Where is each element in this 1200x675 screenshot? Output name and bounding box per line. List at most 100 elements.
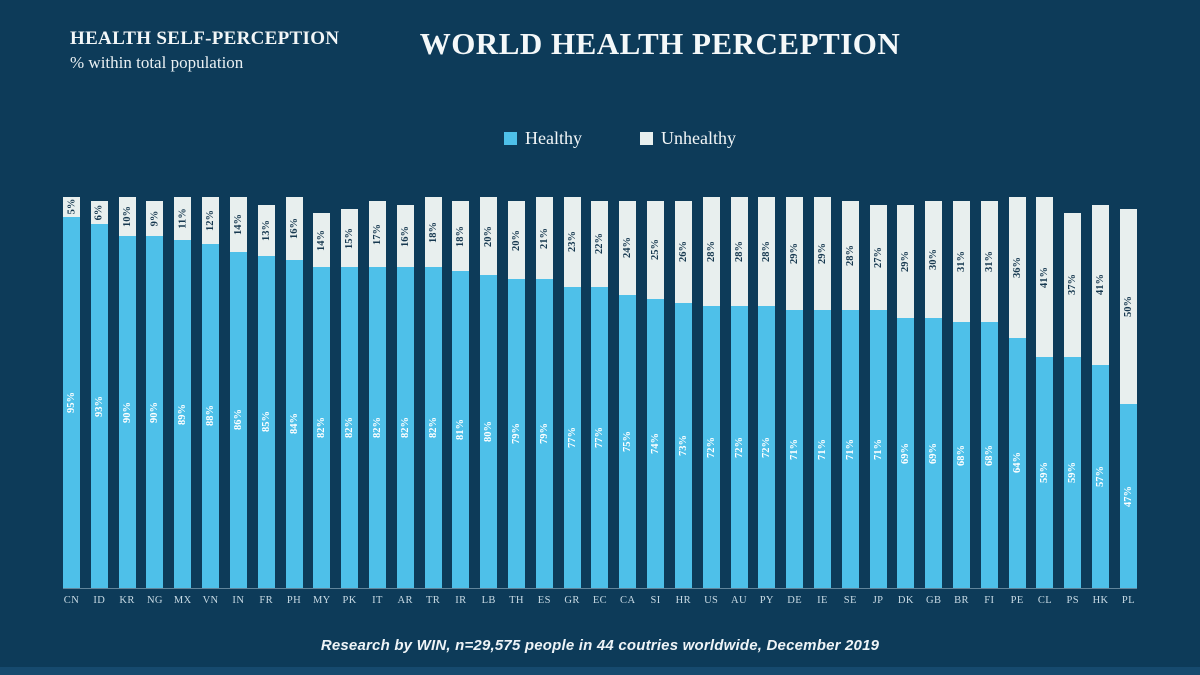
healthy-value-label: 79% (538, 423, 550, 445)
healthy-segment: 47% (1119, 404, 1137, 588)
kicker-title: HEALTH SELF-PERCEPTION (70, 28, 340, 49)
country-label: SI (650, 595, 661, 606)
bar-group-py: 28% 72% PY (758, 197, 776, 606)
unhealthy-value-label: 28% (705, 241, 717, 263)
unhealthy-swatch-icon (640, 132, 653, 145)
bar-group-fr: 13% 85% FR (257, 204, 275, 606)
country-label: HK (1092, 595, 1109, 606)
healthy-segment: 77% (591, 286, 609, 588)
bar-group-ie: 29% 71% IE (813, 197, 831, 606)
country-label: MY (312, 595, 331, 606)
healthy-value-label: 95% (66, 391, 77, 413)
bar-group-gr: 23% 77% GR (563, 197, 581, 606)
unhealthy-segment: 11% (174, 197, 192, 241)
healthy-segment: 85% (257, 255, 275, 588)
country-label: GR (564, 595, 580, 606)
unhealthy-value-label: 26% (677, 241, 689, 263)
country-label: FR (259, 595, 274, 606)
unhealthy-value-label: 27% (872, 247, 884, 269)
unhealthy-value-label: 31% (956, 251, 967, 273)
healthy-value-label: 72% (761, 436, 773, 458)
healthy-segment: 81% (452, 271, 470, 588)
healthy-value-label: 90% (121, 401, 133, 423)
unhealthy-value-label: 28% (733, 241, 745, 263)
unhealthy-value-label: 41% (1039, 266, 1051, 288)
healthy-value-label: 74% (650, 432, 662, 454)
healthy-segment: 69% (897, 318, 915, 588)
unhealthy-segment: 27% (869, 204, 887, 311)
unhealthy-value-label: 18% (455, 225, 467, 247)
unhealthy-segment: 28% (702, 197, 720, 307)
healthy-value-label: 85% (260, 411, 272, 433)
bar-group-tr: 18% 82% TR (424, 197, 442, 606)
unhealthy-segment: 9% (146, 200, 164, 237)
healthy-value-label: 69% (900, 442, 912, 464)
healthy-segment: 59% (1036, 357, 1054, 588)
unhealthy-segment: 16% (285, 197, 303, 260)
unhealthy-segment: 17% (368, 200, 386, 268)
healthy-value-label: 68% (983, 444, 995, 466)
bar-group-pl: 50% 47% PL (1119, 208, 1137, 606)
unhealthy-value-label: 13% (260, 219, 272, 241)
healthy-value-label: 71% (789, 438, 801, 460)
unhealthy-segment: 18% (424, 197, 442, 268)
bar-group-vn: 12% 88% VN (202, 197, 220, 606)
bar-group-kr: 10% 90% KR (118, 197, 136, 606)
bar-group-it: 17% 82% IT (368, 200, 386, 606)
bar-group-ir: 18% 81% IR (452, 200, 470, 606)
healthy-value-label: 72% (705, 436, 717, 458)
bar-group-in: 14% 86% IN (229, 197, 247, 606)
country-label: SE (843, 595, 857, 606)
healthy-segment: 88% (202, 243, 220, 588)
unhealthy-segment: 31% (953, 200, 970, 323)
country-label: FI (984, 595, 995, 606)
bar-group-ec: 22% 77% EC (591, 200, 609, 606)
unhealthy-value-label: 21% (538, 227, 550, 249)
bar-group-cn: 5% 95% CN (63, 197, 80, 606)
country-label: DE (787, 595, 803, 606)
unhealthy-value-label: 6% (93, 204, 105, 221)
unhealthy-value-label: 37% (1067, 274, 1079, 296)
healthy-value-label: 73% (677, 434, 689, 456)
healthy-value-label: 71% (816, 438, 828, 460)
healthy-value-label: 72% (733, 436, 745, 458)
healthy-value-label: 88% (205, 405, 217, 427)
unhealthy-value-label: 22% (594, 233, 606, 255)
unhealthy-value-label: 16% (288, 217, 300, 239)
unhealthy-segment: 28% (758, 197, 776, 307)
legend-item-healthy: Healthy (504, 128, 582, 149)
unhealthy-segment: 10% (118, 197, 136, 237)
country-label: TR (425, 595, 441, 606)
source-note: Research by WIN, n=29,575 people in 44 c… (320, 637, 880, 654)
bar-group-es: 21% 79% ES (535, 197, 553, 606)
country-label: ID (93, 595, 106, 606)
healthy-segment: 71% (869, 310, 887, 588)
healthy-value-label: 82% (427, 417, 439, 439)
healthy-segment: 86% (229, 251, 247, 588)
healthy-segment: 72% (730, 306, 748, 588)
country-label: US (704, 595, 719, 606)
healthy-segment: 79% (508, 279, 525, 588)
healthy-value-label: 75% (622, 430, 634, 452)
country-label: LB (481, 595, 496, 606)
unhealthy-value-label: 41% (1095, 274, 1107, 296)
unhealthy-value-label: 29% (816, 243, 828, 265)
bar-group-au: 28% 72% AU (730, 197, 748, 606)
healthy-value-label: 77% (594, 426, 606, 448)
country-label: BR (954, 595, 969, 606)
unhealthy-value-label: 16% (399, 225, 411, 247)
healthy-segment: 80% (480, 275, 498, 588)
healthy-segment: 74% (647, 298, 665, 588)
bar-group-ng: 9% 90% NG (146, 200, 164, 606)
healthy-value-label: 79% (511, 423, 522, 445)
healthy-segment: 75% (619, 294, 637, 588)
unhealthy-value-label: 20% (483, 225, 495, 247)
unhealthy-segment: 36% (1008, 197, 1026, 338)
unhealthy-value-label: 50% (1122, 295, 1134, 317)
healthy-value-label: 82% (316, 417, 328, 439)
country-label: CA (620, 595, 636, 606)
unhealthy-value-label: 23% (566, 231, 578, 253)
healthy-segment: 90% (118, 236, 136, 588)
unhealthy-value-label: 29% (789, 243, 801, 265)
country-label: IN (232, 595, 245, 606)
